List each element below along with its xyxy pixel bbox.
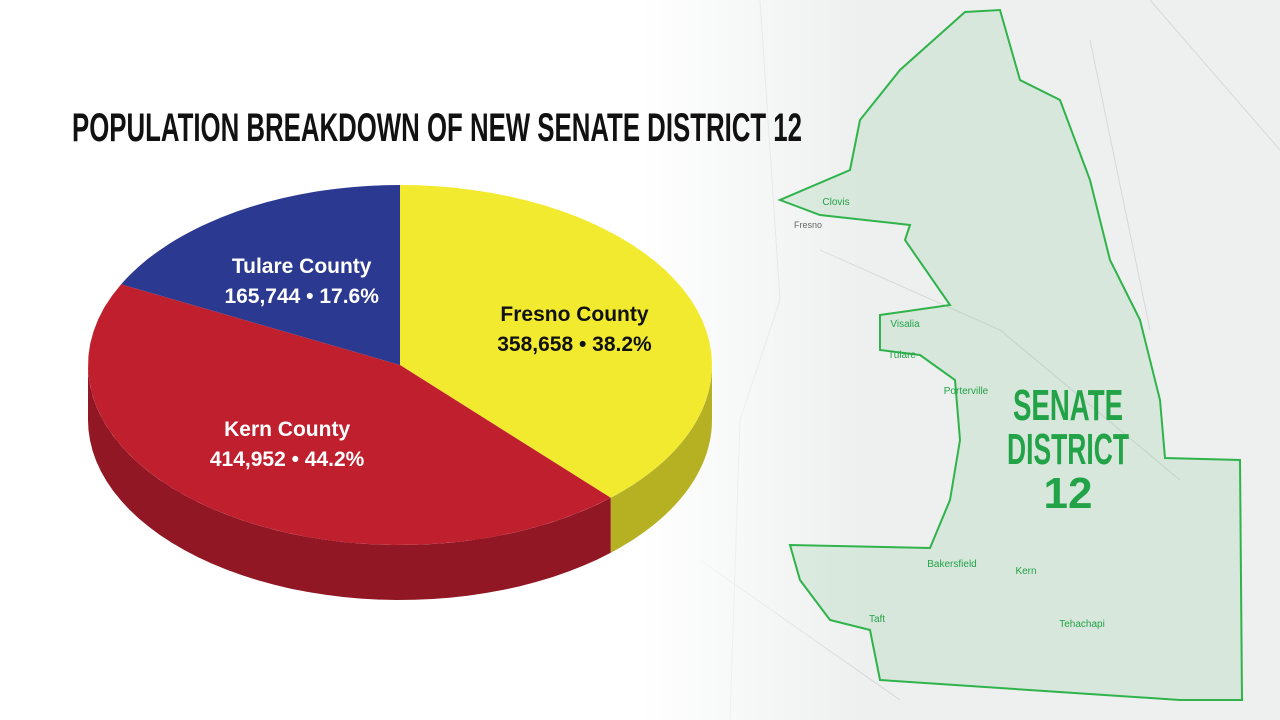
district-label-line: SENATE <box>1013 381 1123 430</box>
district-label: SENATE DISTRICT 12 <box>1007 381 1129 518</box>
district-label-line: 12 <box>1044 469 1093 518</box>
place-label: Kern <box>1015 566 1036 577</box>
map-fade <box>640 0 1280 720</box>
slice-value-label: 358,658 • 38.2% <box>497 333 652 356</box>
slice-category: Kern County <box>224 418 350 441</box>
slice-category: Fresno County <box>500 303 648 326</box>
place-label: Visalia <box>890 319 920 330</box>
slice-value-label: 414,952 • 44.2% <box>210 448 365 471</box>
chart-title: POPULATION BREAKDOWN OF NEW SENATE DISTR… <box>72 106 802 150</box>
pie-side <box>610 365 712 553</box>
place-label: Taft <box>869 614 885 625</box>
district-boundary <box>777 8 1244 701</box>
place-label: Clovis <box>822 197 849 208</box>
district-label-line: DISTRICT <box>1007 425 1129 474</box>
slice-category: Tulare County <box>232 255 372 278</box>
place-label: Porterville <box>944 386 989 397</box>
slice-value-label: 165,744 • 17.6% <box>224 285 379 308</box>
place-label: Tehachapi <box>1059 619 1105 630</box>
place-label: Bakersfield <box>927 559 976 570</box>
pie-slice <box>400 185 712 498</box>
pie-slice <box>121 185 400 365</box>
place-label: Fresno <box>794 220 822 230</box>
pie-side <box>88 365 611 600</box>
place-label: Tulare <box>888 350 916 361</box>
pie-slice <box>88 284 611 545</box>
pie: Fresno County 358,658 • 38.2% Kern County 4… <box>88 185 712 600</box>
